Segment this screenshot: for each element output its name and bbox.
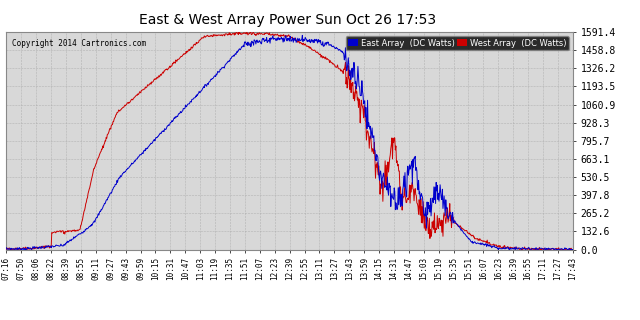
Text: East & West Array Power Sun Oct 26 17:53: East & West Array Power Sun Oct 26 17:53 bbox=[140, 13, 436, 27]
Legend: East Array  (DC Watts), West Array  (DC Watts): East Array (DC Watts), West Array (DC Wa… bbox=[346, 36, 568, 50]
Text: Copyright 2014 Cartronics.com: Copyright 2014 Cartronics.com bbox=[12, 38, 146, 48]
